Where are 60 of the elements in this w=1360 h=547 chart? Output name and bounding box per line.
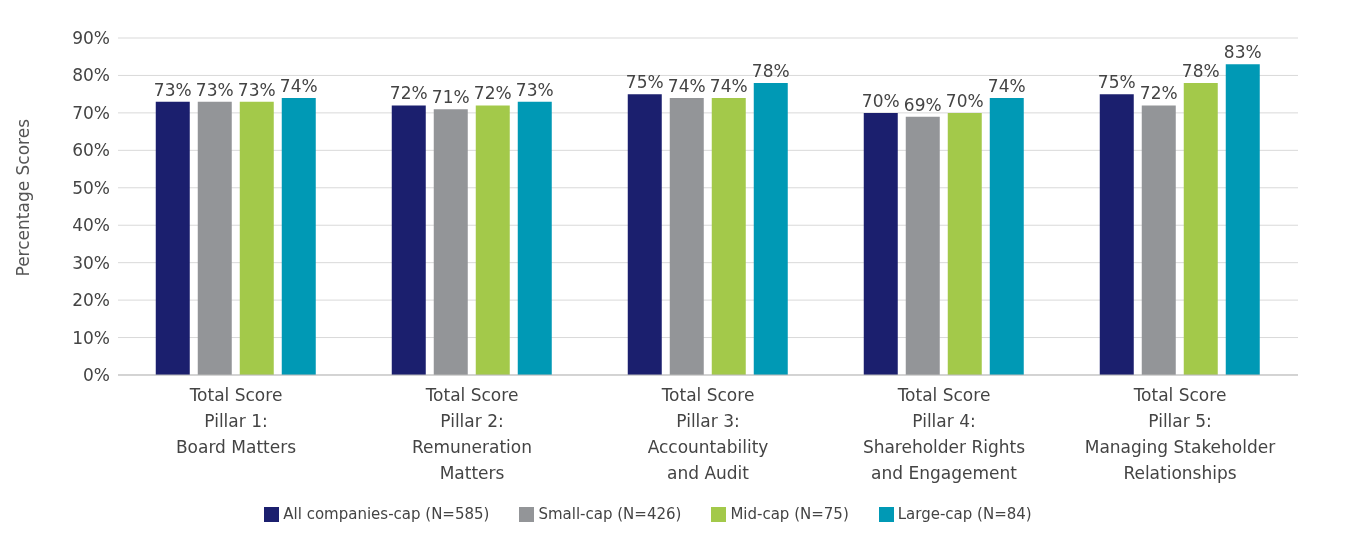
data-label: 72% [389,83,428,104]
legend-label: Mid-cap (N=75) [730,505,849,523]
bar [989,97,1024,375]
legend-label: All companies-cap (N=585) [283,505,490,523]
data-label: 73% [153,79,192,100]
data-label: 73% [515,79,554,100]
legend-label: Large-cap (N=84) [897,505,1032,523]
bar [669,97,704,375]
y-tick-label: 60% [72,140,110,161]
bar [517,101,552,375]
y-tick-label: 50% [72,177,110,198]
bar [475,105,510,375]
x-tick-label: Total Score Pillar 1: Board Matters [175,385,297,457]
x-tick-label: Total Score Pillar 2: Remuneration Matters [411,385,533,483]
bar [711,97,746,375]
data-label: 74% [667,75,706,96]
data-label: 70% [861,90,900,111]
bar [627,94,662,375]
data-label: 73% [195,79,234,100]
y-tick-label: 70% [72,102,110,123]
y-axis-title: Percentage Scores [13,118,34,277]
data-label: 75% [1097,72,1136,93]
bar [391,105,426,375]
bar [1225,64,1260,375]
bar [905,116,940,375]
bar [947,112,982,375]
bar [753,82,788,375]
y-tick-label: 10% [72,327,110,348]
data-label: 74% [987,75,1026,96]
x-tick-label: Total Score Pillar 5: Managing Stakeholder Relationships [1084,385,1276,483]
data-label: 70% [945,90,984,111]
legend-label: Small-cap (N=426) [538,505,682,523]
y-tick-label: 0% [83,365,110,386]
bar [1141,105,1176,375]
data-label: 78% [1181,60,1220,81]
data-label: 74% [709,75,748,96]
bar [863,112,898,375]
data-label: 83% [1223,42,1262,63]
data-label: 72% [473,83,512,104]
y-tick-label: 90% [72,28,110,49]
data-label: 74% [279,75,318,96]
data-label: 78% [751,60,790,81]
y-tick-label: 80% [72,65,110,86]
bar [281,97,316,375]
y-tick-label: 30% [72,252,110,273]
bar [1183,82,1218,375]
bar [433,109,468,375]
x-tick-label: Total Score Pillar 3: Accountability and Audit [647,385,769,483]
bar [1099,94,1134,375]
data-label: 75% [625,72,664,93]
data-label: 72% [1139,83,1178,104]
bar [239,101,274,375]
data-label: 71% [431,87,470,108]
data-label: 69% [903,94,942,115]
y-tick-label: 40% [72,215,110,236]
bar [197,101,232,375]
data-label: 73% [237,79,276,100]
y-tick-label: 20% [72,290,110,311]
bar [155,101,190,375]
x-tick-label: Total Score Pillar 4: Shareholder Rights and Engagement [862,385,1026,483]
